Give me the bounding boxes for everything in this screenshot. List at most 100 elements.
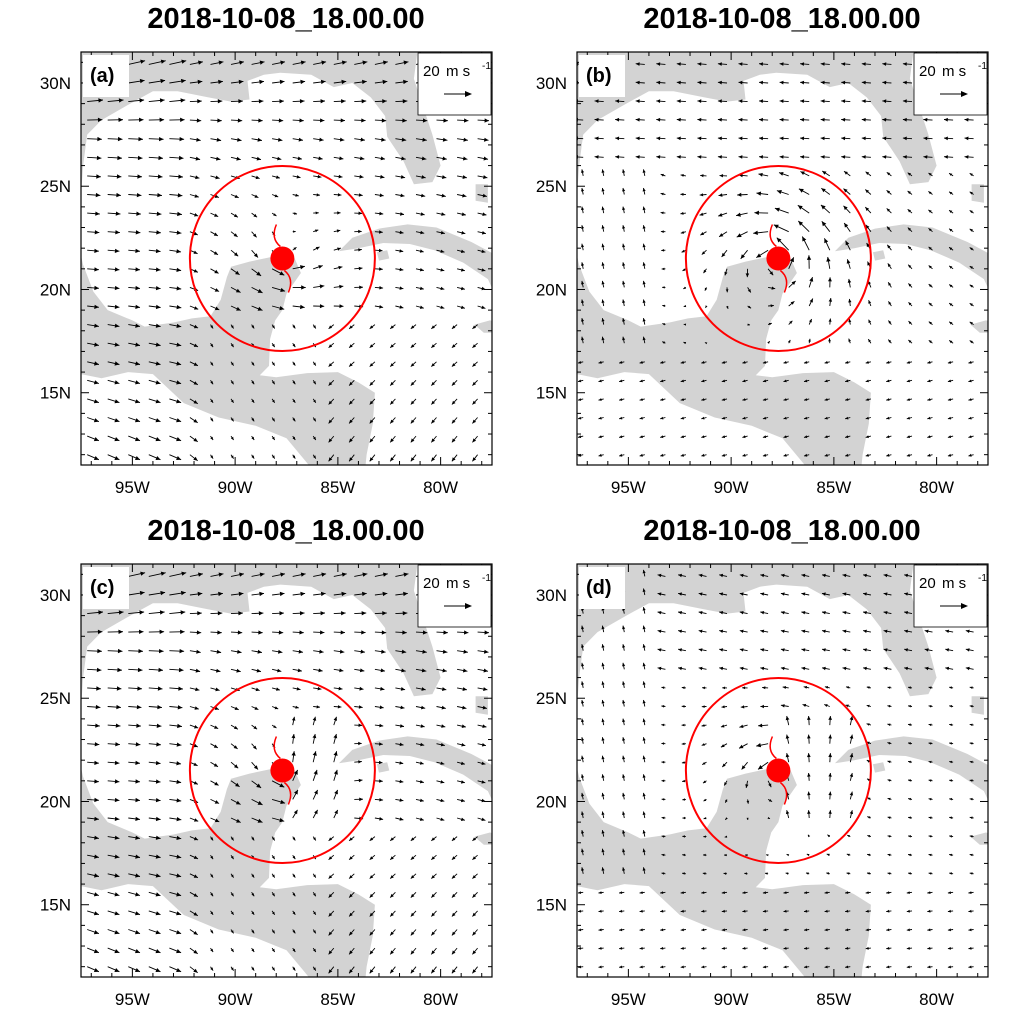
wind-vector-head [235,270,240,275]
wind-vector-head [341,611,346,616]
wind-vector [189,60,203,65]
wind-vector-head [806,872,809,875]
wind-vector-head [661,779,665,783]
wind-vector-head [824,398,828,401]
map-area [577,52,988,465]
wind-vector [87,947,100,954]
wind-vector-head [578,379,582,383]
wind-vector [148,854,161,859]
wind-vector-head [234,706,239,710]
wind-vector [87,966,100,973]
wind-vector [272,99,284,104]
wind-vector-head [230,381,234,385]
wind-vector [622,848,626,856]
wind-vector [148,286,161,291]
wind-vector-head [845,240,850,246]
wind-vector-head [135,911,140,916]
wind-vector [908,797,913,801]
wind-vector-head [359,686,364,691]
wind-vector [169,723,182,729]
wind-vector-head [845,435,849,439]
wind-vector-head [279,271,285,276]
wind-vector [785,753,790,763]
wind-vector [824,379,830,383]
wind-vector-head [824,891,828,894]
wind-vector-head [472,856,476,860]
wind-vector-head [431,381,435,386]
land-cuba [834,224,988,289]
wind-vector-head [738,99,743,103]
wind-vector-head [808,834,811,838]
wind-vector [251,268,262,277]
wind-vector-head [94,323,99,328]
wind-vector [169,137,185,142]
wind-vector [389,854,396,861]
wind-vector [682,835,686,838]
wind-vector [354,137,366,142]
wind-vector-head [721,928,725,932]
wind-vector-head [928,872,932,875]
wind-vector-head [619,360,623,364]
wind-vector [747,287,752,293]
wind-vector [251,910,255,916]
wind-vector-head [94,835,99,840]
wind-vector [969,228,974,233]
wind-vector [661,798,666,801]
wind-vector [107,610,124,615]
wind-vector [927,928,933,932]
wind-vector [718,231,728,238]
wind-vector-head [451,438,456,443]
wind-vector [128,304,141,309]
wind-vector [369,361,376,367]
wind-vector [801,236,810,251]
wind-vector-head [214,306,220,311]
wind-vector-head [135,760,140,765]
wind-vector [107,966,120,973]
wind-vector-head [155,949,161,954]
wind-vector-head [135,456,140,460]
wind-vector-head [747,323,750,326]
wind-vector [87,136,102,142]
wind-vector-head [682,268,686,271]
wind-vector-head [316,705,320,709]
wind-vector-head [821,221,827,227]
wind-vector [107,248,120,253]
wind-vector-head [176,817,182,822]
wind-vector [928,797,933,801]
wind-vector-head [135,797,140,803]
reference-vector-key: 20 m s -1 [417,52,492,116]
wind-vector-head [272,381,275,385]
wind-vector [395,687,406,691]
wind-vector [868,319,872,325]
wind-vector [721,909,728,913]
wind-vector-head [927,891,931,894]
wind-vector [908,320,913,325]
wind-vector [861,117,871,122]
wind-vector [843,205,851,214]
wind-vector-head [180,590,186,596]
wind-vector-head [410,856,415,860]
wind-vector [333,265,343,270]
wind-vector [457,724,466,728]
wind-vector [456,286,466,291]
wind-vector [169,230,182,235]
wind-vector [907,264,913,270]
wind-vector-head [639,928,643,932]
wind-vector-head [676,136,681,141]
wind-vector [823,238,831,251]
wind-vector-head [460,305,465,309]
wind-vector [210,417,214,422]
wind-vector-head [176,342,182,347]
wind-vector [430,910,437,917]
wind-vector-head [338,174,343,179]
wind-vector [271,724,277,729]
land-isla-de-la-juventud [376,762,390,773]
wind-vector-head [845,965,849,969]
wind-vector [87,285,99,291]
wind-vector [906,416,913,420]
wind-vector-head [315,229,319,233]
wind-vector [683,341,687,345]
wind-vector-head [683,286,686,289]
wind-vector-head [313,455,316,459]
